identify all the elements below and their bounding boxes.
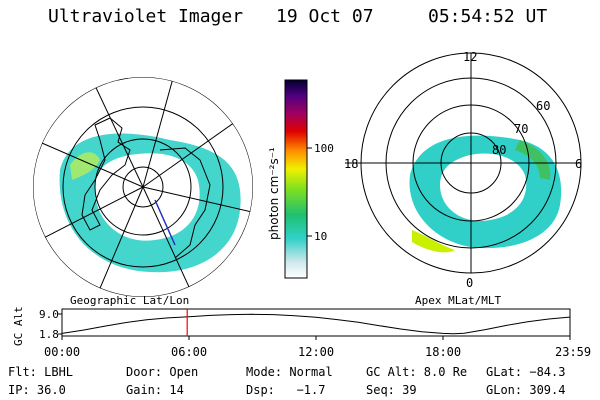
aurora-bright-left: [70, 152, 100, 180]
mlt-label-18: 18: [344, 157, 358, 171]
info-mode: Mode: Normal: [246, 365, 333, 379]
colorbar-unit-label: photon cm⁻²s⁻¹: [267, 147, 281, 240]
mlt-label-6: 6: [575, 157, 582, 171]
aurora-bright-right: [412, 230, 455, 253]
alt-ylabel: GC Alt: [12, 306, 25, 346]
altitude-line: [61, 313, 570, 335]
header-time: 05:54:52 UT: [428, 6, 548, 27]
header-date: 19 Oct 07: [276, 6, 374, 27]
alt-xtick-2: 12:00: [298, 345, 334, 359]
info-ip: IP: 36.0: [8, 383, 66, 397]
aurora-oval-left: [59, 133, 241, 273]
geographic-image: [33, 77, 253, 297]
info-glon: GLon: 309.4: [486, 383, 566, 397]
lat-label-70: 70: [514, 122, 528, 136]
left-panel-label: Geographic Lat/Lon: [70, 294, 189, 307]
aurora-oval-right: [409, 135, 562, 249]
info-seq: Seq: 39: [366, 383, 417, 397]
coastline: [81, 117, 131, 231]
lat-label-60: 60: [536, 99, 550, 113]
info-gain: Gain: 14: [126, 383, 184, 397]
alt-ymin-label: 1.8: [39, 328, 59, 341]
apex-image: [409, 135, 562, 253]
alt-xtick-1: 06:00: [171, 345, 207, 359]
instrument-title: Ultraviolet Imager: [48, 6, 244, 27]
mlt-label-0: 0: [466, 276, 473, 290]
info-filter: Flt: LBHL: [8, 365, 74, 379]
alt-xtick-3: 18:00: [425, 345, 461, 359]
lat-label-80: 80: [492, 143, 506, 157]
info-door: Door: Open: [126, 365, 199, 379]
colorbar-tick-10: 10: [314, 230, 327, 243]
coastline-2: [159, 147, 211, 259]
info-dsp: Dsp: −1.7: [246, 383, 326, 397]
alt-ymax-label: 9.0: [39, 308, 59, 321]
mlt-label-12: 12: [463, 50, 477, 64]
alt-xtick-0: 00:00: [44, 345, 80, 359]
coastline-3: [109, 77, 129, 81]
colorbar: [284, 79, 308, 279]
info-glat: GLat: −84.3: [486, 365, 566, 379]
colorbar-tick-100: 100: [314, 142, 334, 155]
info-gc-alt: GC Alt: 8.0 Re: [366, 365, 468, 379]
altitude-plot-frame: [61, 308, 571, 337]
right-panel-label: Apex MLat/MLT: [415, 294, 501, 307]
alt-xtick-4: 23:59: [555, 345, 591, 359]
